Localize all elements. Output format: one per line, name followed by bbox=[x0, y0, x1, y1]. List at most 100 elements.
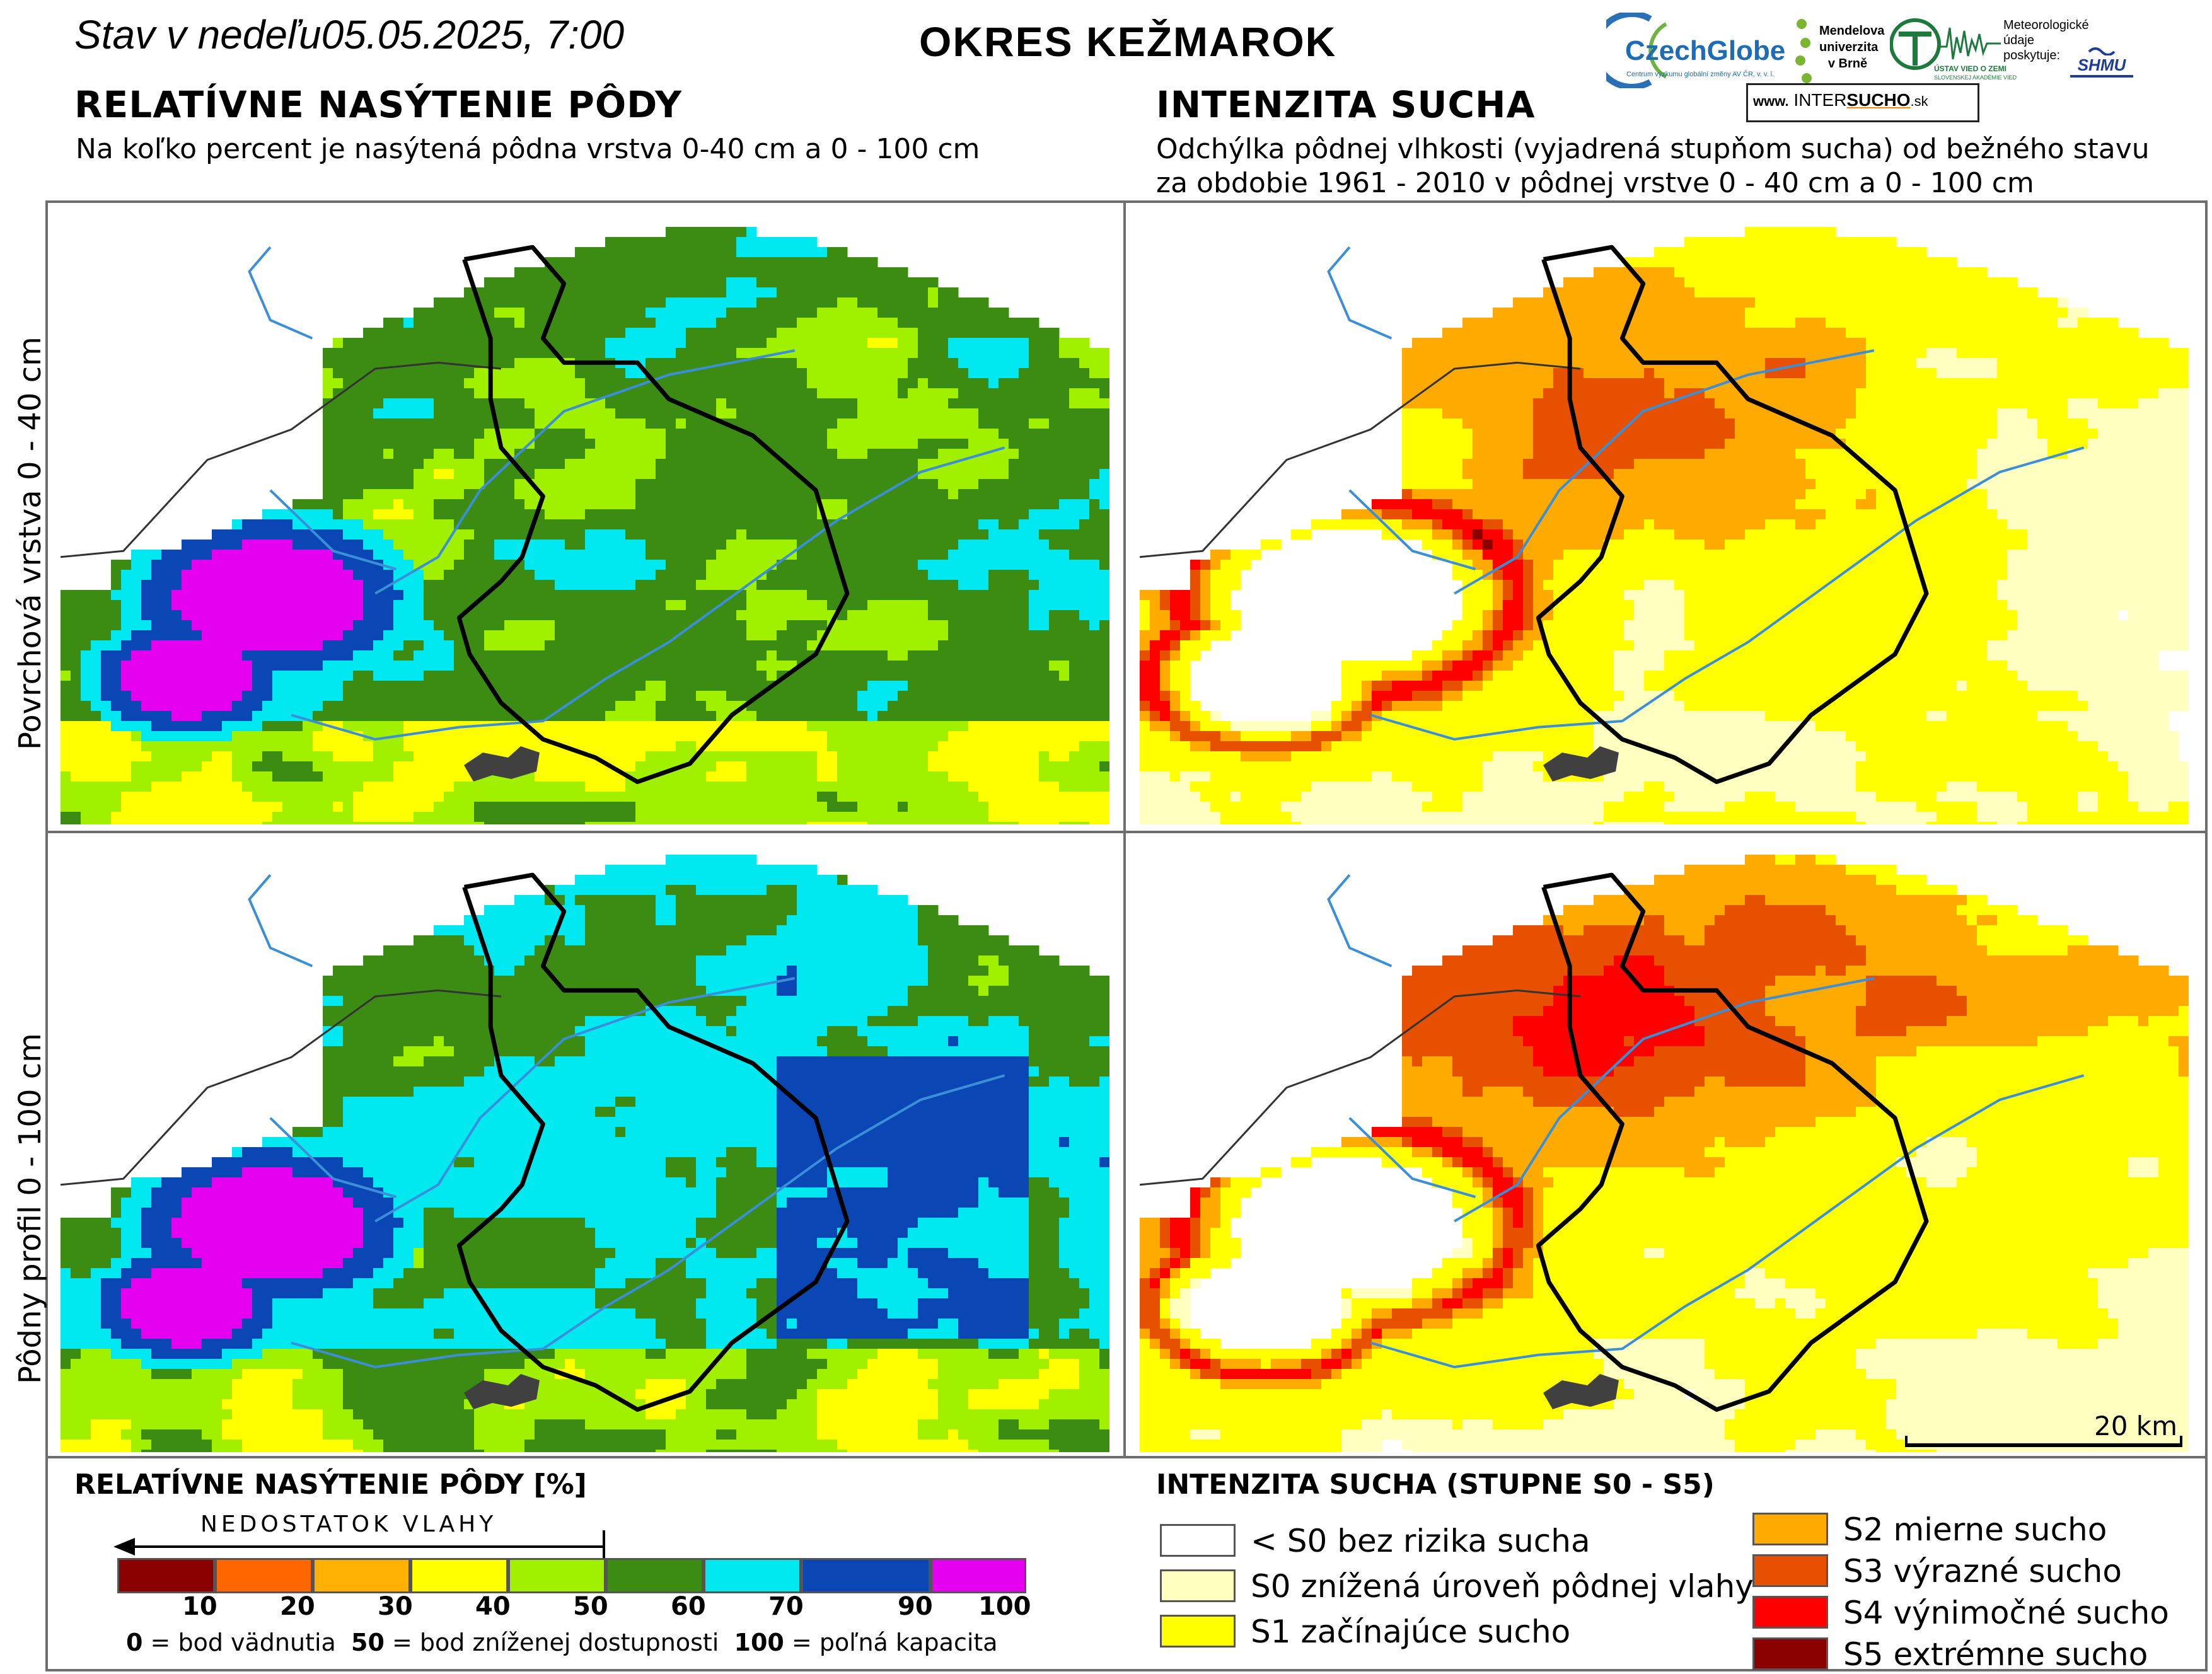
river-line bbox=[1327, 874, 1393, 967]
right-section-subtitle-2: za obdobie 1961 - 2010 v pôdnej vrstve 0… bbox=[1156, 167, 2034, 199]
scale-bar-tick-left bbox=[1905, 1436, 1908, 1447]
shmu-name: SHMU bbox=[2070, 55, 2133, 78]
left-section-title: RELATÍVNE NASÝTENIE PÔDY bbox=[74, 83, 683, 126]
river-line bbox=[1327, 246, 1393, 340]
saturation-tick-label: 60 bbox=[671, 1592, 706, 1621]
drought-map-topsoil bbox=[1140, 217, 2189, 824]
saturation-tick-label: 20 bbox=[280, 1592, 315, 1621]
mendel-logo: Mendelova univerzita v Brně bbox=[1793, 15, 1885, 91]
saturation-class-swatch bbox=[801, 1558, 930, 1593]
meteo-line-2: údaje bbox=[2003, 33, 2034, 47]
drought-class-label: S4 výnimočné sucho bbox=[1843, 1595, 2169, 1631]
date-prefix: Stav v nedeľu bbox=[74, 12, 321, 57]
uvoz-subtitle: SLOVENSKEJ AKADÉMIE VIED bbox=[1934, 74, 2017, 81]
note-0-text: = bod vädnutia bbox=[142, 1629, 336, 1656]
town-area bbox=[1543, 746, 1619, 782]
saturation-class-swatch bbox=[117, 1558, 215, 1593]
drought-legend-title: INTENZITA SUCHA (STUPNE S0 - S5) bbox=[1156, 1469, 1715, 1501]
shortage-arrow-icon bbox=[113, 1530, 605, 1563]
meteo-provider: Meteorologické údaje poskytuje: bbox=[2003, 18, 2092, 87]
mendel-line-1: Mendelova bbox=[1819, 24, 1885, 38]
river-line bbox=[1370, 1074, 2085, 1369]
note-50-text: = bod zníženej dostupnosti bbox=[384, 1629, 719, 1656]
meteo-line-1: Meteorologické bbox=[2003, 18, 2089, 32]
drought-class-swatch bbox=[1752, 1513, 1828, 1545]
drought-class-swatch bbox=[1752, 1554, 1828, 1587]
saturation-tick-label: 50 bbox=[573, 1592, 608, 1621]
saturation-tick-labels: 10 20 30 40 50 60 70 90 100 bbox=[117, 1592, 1031, 1624]
saturation-map-topsoil bbox=[61, 217, 1109, 824]
saturation-legend-notes: 0 = bod vädnutia 50 = bod zníženej dostu… bbox=[126, 1629, 998, 1656]
saturation-legend-title: RELATÍVNE NASÝTENIE PÔDY [%] bbox=[74, 1469, 587, 1501]
district-boundary bbox=[1536, 245, 1929, 784]
seismograph-icon bbox=[1889, 18, 2001, 70]
river-line bbox=[291, 446, 1005, 741]
saturation-raster bbox=[61, 227, 1109, 824]
district-boundary bbox=[456, 872, 850, 1412]
mendel-line-2: univerzita bbox=[1819, 40, 1879, 54]
saturation-class-swatch bbox=[508, 1558, 606, 1593]
left-section-subtitle: Na koľko percent je nasýtená pôdna vrstv… bbox=[76, 133, 980, 165]
saturation-tick-label: 70 bbox=[768, 1592, 804, 1621]
saturation-map-profile bbox=[61, 845, 1109, 1452]
river-line bbox=[1454, 349, 1875, 595]
right-section-subtitle-1: Odchýlka pôdnej vlhkosti (vyjadrená stup… bbox=[1156, 133, 2150, 165]
shmu-waves-icon bbox=[2088, 47, 2116, 55]
row-label-topsoil: Povrchová vrstva 0 - 40 cm bbox=[13, 337, 48, 750]
shmu-logo: SHMU bbox=[2070, 43, 2133, 81]
river-line bbox=[1348, 1117, 1476, 1199]
note-0-value: 0 bbox=[126, 1629, 143, 1656]
intersucho-prefix: www. bbox=[1753, 93, 1789, 109]
saturation-class-swatch bbox=[930, 1558, 1026, 1593]
czechglobe-logo: CzechGlobe Centrum výzkumu globální změn… bbox=[1592, 11, 1789, 90]
saturation-class-swatch bbox=[313, 1558, 410, 1593]
panel-divider-horizontal bbox=[45, 831, 2208, 833]
row-label-profile: Pôdny profil 0 - 100 cm bbox=[13, 1033, 48, 1384]
uvoz-name: ÚSTAV VIED O ZEMI bbox=[1934, 64, 2006, 73]
river-line bbox=[1454, 977, 1875, 1223]
saturation-tick-label: 90 bbox=[898, 1592, 933, 1621]
uvoz-logo: ÚSTAV VIED O ZEMI SLOVENSKEJ AKADÉMIE VI… bbox=[1889, 15, 2017, 91]
meteo-line-3: poskytuje: bbox=[2003, 49, 2061, 62]
river-line bbox=[291, 1074, 1005, 1369]
district-boundary bbox=[456, 245, 850, 784]
drought-class-swatch bbox=[1752, 1637, 1828, 1670]
saturation-tick-label: 40 bbox=[475, 1592, 511, 1621]
mendel-dots-icon bbox=[1795, 19, 1812, 83]
shortage-arrow-label: NEDOSTATOK VLAHY bbox=[200, 1511, 497, 1537]
saturation-class-swatch bbox=[606, 1558, 704, 1593]
saturation-tick-label: 10 bbox=[182, 1592, 217, 1621]
saturation-color-ramp bbox=[117, 1558, 1026, 1593]
intersucho-sucho: SUCHO bbox=[1846, 90, 1911, 110]
note-50-value: 50 bbox=[351, 1629, 385, 1656]
right-section-title: INTENZITA SUCHA bbox=[1156, 83, 1536, 126]
note-100-value: 100 bbox=[734, 1629, 784, 1656]
saturation-tick-label: 100 bbox=[978, 1592, 1031, 1621]
saturation-tick-label: 30 bbox=[378, 1592, 413, 1621]
note-100-text: = poľná kapacita bbox=[784, 1629, 998, 1656]
date-value: 05.05.2025, 7:00 bbox=[321, 12, 625, 57]
regional-border bbox=[1140, 361, 1581, 558]
river-line bbox=[269, 1117, 397, 1199]
river-line bbox=[374, 977, 796, 1223]
drought-class-label: S5 extrémne sucho bbox=[1843, 1636, 2148, 1673]
drought-class-swatch bbox=[1160, 1615, 1236, 1648]
river-line bbox=[248, 874, 313, 967]
czechglobe-name: CzechGlobe bbox=[1625, 35, 1786, 66]
map-panel-frame bbox=[45, 200, 2208, 1671]
drought-class-label: < S0 bez rizika sucha bbox=[1251, 1523, 1590, 1559]
drought-class-label: S3 výrazné sucho bbox=[1843, 1553, 2122, 1590]
intersucho-logo: www. INTERSUCHO.sk bbox=[1746, 83, 1979, 122]
panel-divider-vertical bbox=[1123, 200, 1126, 1457]
saturation-raster bbox=[61, 855, 1109, 1452]
mendel-line-3: v Brně bbox=[1827, 57, 1868, 71]
district-boundary bbox=[1536, 872, 1929, 1412]
partner-logos: CzechGlobe Centrum výzkumu globální změn… bbox=[1592, 9, 2186, 122]
drought-map-profile bbox=[1140, 845, 2189, 1452]
scale-bar-tick-right bbox=[2180, 1436, 2182, 1447]
river-line bbox=[269, 489, 397, 571]
drought-class-label: S2 mierne sucho bbox=[1843, 1511, 2107, 1548]
saturation-class-swatch bbox=[215, 1558, 313, 1593]
regional-border bbox=[61, 361, 502, 558]
legend-divider bbox=[45, 1456, 2208, 1458]
